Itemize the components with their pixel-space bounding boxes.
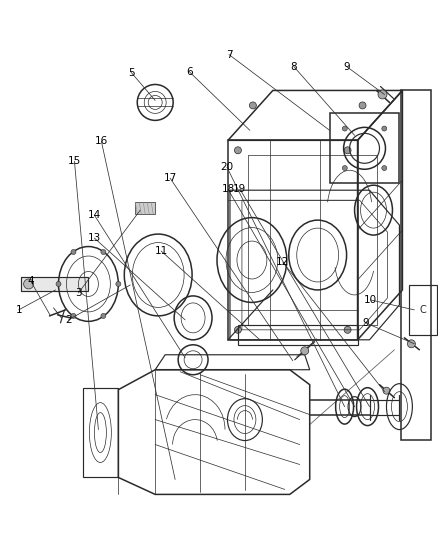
- Text: 19: 19: [233, 184, 246, 194]
- Text: 13: 13: [88, 233, 101, 243]
- Text: 10: 10: [363, 295, 376, 305]
- Ellipse shape: [71, 313, 76, 318]
- Text: 2: 2: [65, 315, 72, 325]
- Text: C: C: [419, 305, 426, 315]
- Text: 16: 16: [95, 136, 108, 147]
- Text: 6: 6: [185, 67, 192, 77]
- Ellipse shape: [381, 166, 386, 171]
- Ellipse shape: [358, 102, 365, 109]
- Text: 3: 3: [75, 288, 81, 298]
- Ellipse shape: [343, 326, 350, 333]
- Ellipse shape: [300, 347, 308, 355]
- Text: 17: 17: [163, 173, 177, 183]
- Text: 11: 11: [154, 246, 167, 256]
- Polygon shape: [21, 277, 88, 291]
- Text: 1: 1: [15, 305, 22, 315]
- Text: 9: 9: [343, 61, 349, 71]
- Ellipse shape: [377, 90, 386, 99]
- Polygon shape: [135, 202, 155, 214]
- Text: 9: 9: [361, 318, 368, 328]
- Text: 5: 5: [127, 68, 134, 77]
- Text: 8: 8: [290, 61, 297, 71]
- Ellipse shape: [24, 279, 34, 289]
- Ellipse shape: [101, 249, 106, 254]
- Ellipse shape: [234, 326, 241, 333]
- Ellipse shape: [342, 126, 346, 131]
- Text: 15: 15: [68, 156, 81, 166]
- Ellipse shape: [56, 281, 61, 286]
- Ellipse shape: [342, 166, 346, 171]
- Text: 20: 20: [220, 162, 233, 172]
- Text: 14: 14: [88, 210, 101, 220]
- Ellipse shape: [249, 102, 256, 109]
- Text: 7: 7: [225, 50, 232, 60]
- Ellipse shape: [406, 340, 414, 348]
- Text: 18: 18: [221, 184, 234, 194]
- Ellipse shape: [343, 147, 350, 154]
- Ellipse shape: [116, 281, 120, 286]
- Ellipse shape: [234, 147, 241, 154]
- Ellipse shape: [71, 249, 76, 254]
- Text: 12: 12: [276, 257, 289, 267]
- Ellipse shape: [381, 126, 386, 131]
- Ellipse shape: [382, 387, 389, 394]
- Text: 4: 4: [27, 276, 34, 286]
- Ellipse shape: [101, 313, 106, 318]
